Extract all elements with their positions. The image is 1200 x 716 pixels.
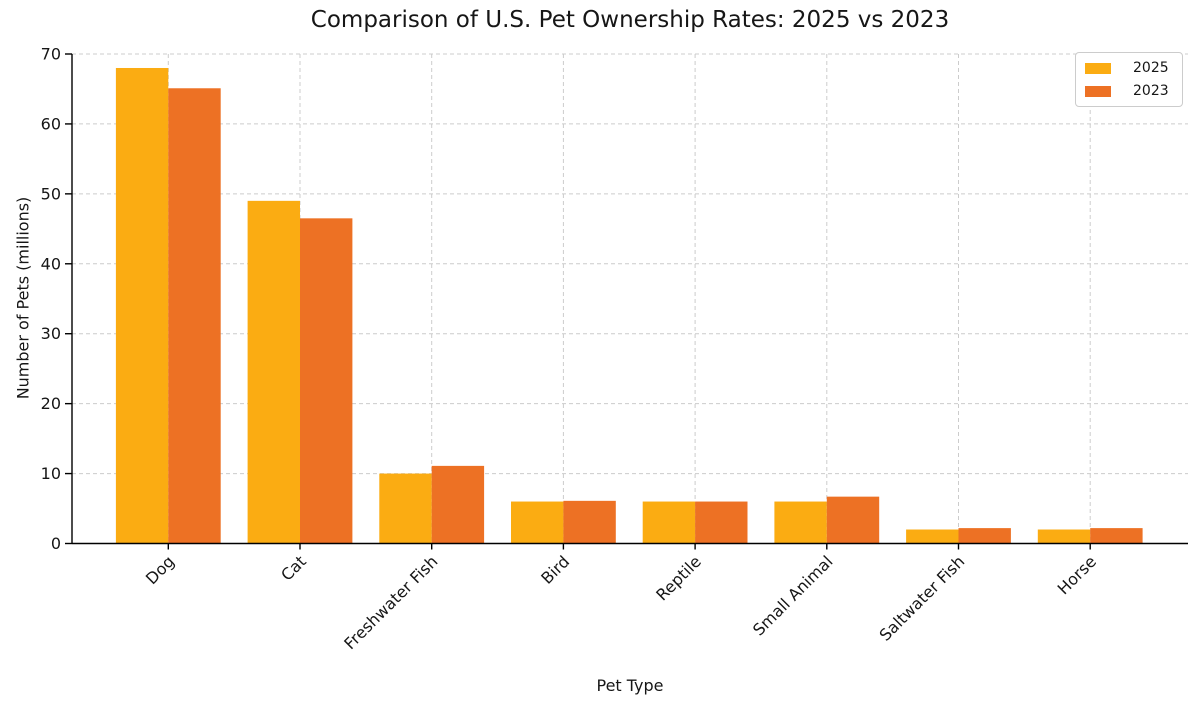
y-tick-label-20: 20 <box>41 394 61 413</box>
y-tick-label-30: 30 <box>41 324 61 343</box>
legend-entry-2025: 2025 <box>1085 61 1173 75</box>
bar-2025-cat <box>247 200 300 544</box>
y-tick-label-40: 40 <box>41 254 61 273</box>
legend-entry-2023: 2023 <box>1085 84 1173 98</box>
bar-2023-small-animal <box>826 496 880 544</box>
x-tick-label-reptile: Reptile <box>652 552 705 605</box>
y-tick-label-70: 70 <box>41 45 61 64</box>
bar-2023-reptile <box>695 501 748 544</box>
legend-label-2025: 2025 <box>1133 60 1169 76</box>
bar-2023-freshwater-fish <box>431 465 485 544</box>
bar-2025-horse <box>1037 529 1091 544</box>
bar-2023-saltwater-fish <box>958 528 1011 544</box>
x-tick-label-saltwater-fish: Saltwater Fish <box>875 552 968 645</box>
bar-2025-reptile <box>642 501 696 544</box>
x-tick-label-freshwater-fish: Freshwater Fish <box>340 552 441 653</box>
bar-2023-bird <box>563 500 616 544</box>
x-tick-label-small-animal: Small Animal <box>749 552 837 640</box>
bar-2025-freshwater-fish <box>379 473 432 544</box>
chart-title: Comparison of U.S. Pet Ownership Rates: … <box>310 7 950 33</box>
x-axis-label: Pet Type <box>596 676 664 695</box>
bar-2025-saltwater-fish <box>906 529 959 544</box>
legend-swatch-2023 <box>1085 85 1111 97</box>
y-tick-label-10: 10 <box>41 464 61 483</box>
x-tick-label-bird: Bird <box>537 552 573 588</box>
bar-2023-horse <box>1090 528 1143 544</box>
y-axis-label: Number of Pets (millions) <box>13 196 33 400</box>
x-tick-label-cat: Cat <box>277 552 310 585</box>
x-tick-label-dog: Dog <box>142 552 178 588</box>
x-tick-label-horse: Horse <box>1054 552 1100 598</box>
bar-2023-cat <box>300 218 353 544</box>
legend-swatch-2025 <box>1085 62 1111 74</box>
y-tick-label-60: 60 <box>41 114 61 133</box>
bar-2023-dog <box>168 88 221 544</box>
bar-2025-small-animal <box>774 501 827 544</box>
bar-2025-dog <box>115 67 169 544</box>
legend-label-2023: 2023 <box>1133 83 1169 99</box>
y-tick-label-0: 0 <box>51 534 61 553</box>
y-tick-label-50: 50 <box>41 184 61 203</box>
bar-2025-bird <box>511 501 564 544</box>
legend: 2025 2023 <box>1075 52 1183 107</box>
